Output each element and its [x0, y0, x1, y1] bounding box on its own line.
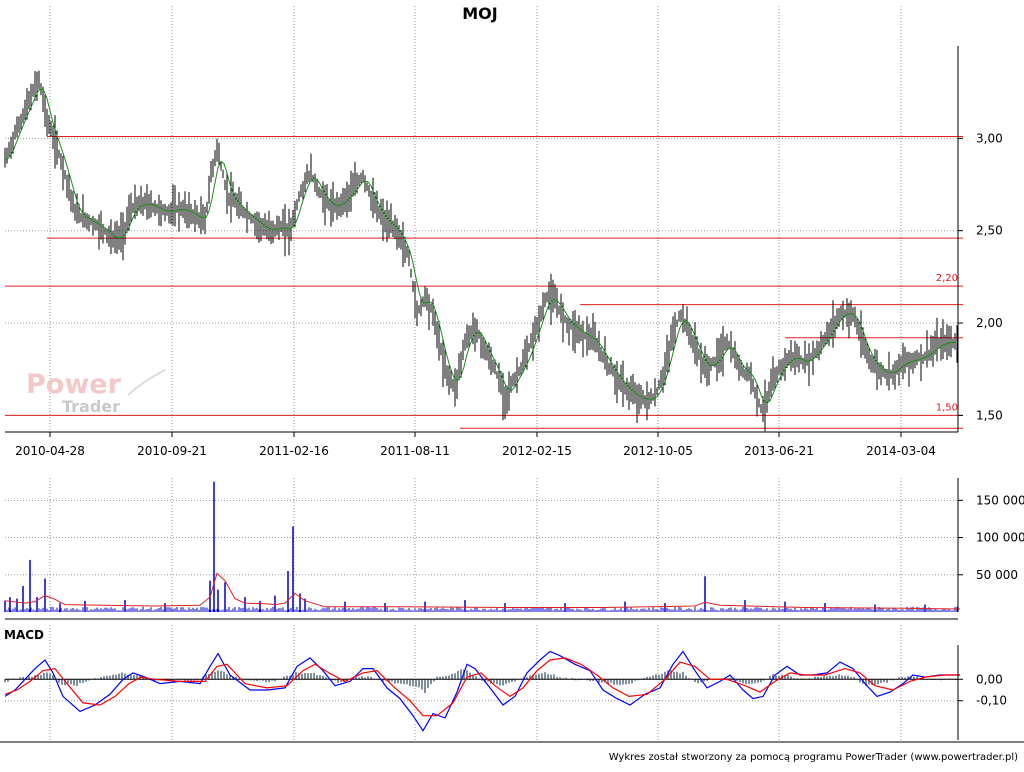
price-y-tick-label: 1,50 [976, 408, 1003, 422]
support-resistance-levels: 2,20 1,50 [5, 135, 963, 429]
x-tick-label: 2012-10-05 [623, 444, 693, 458]
watermark-swoosh-icon [127, 369, 166, 396]
x-tick-label: 2011-02-16 [259, 444, 329, 458]
chart-title: MOJ [462, 4, 497, 23]
macd-panel-title: MACD [4, 628, 44, 642]
signal-line [4, 657, 960, 717]
volume-y-tick-label: 50 000 [976, 568, 1018, 582]
volume-series [4, 481, 961, 612]
level-label: 2,20 [936, 273, 958, 284]
powertrader-watermark: Power Trader [26, 369, 166, 416]
x-tick-label: 2010-09-21 [137, 444, 207, 458]
price-y-tick-label: 2,50 [976, 224, 1003, 238]
volume-y-tick-label: 100 000 [976, 531, 1024, 545]
price-y-tick-label: 3,00 [976, 131, 1003, 145]
x-tick-label: 2010-04-28 [15, 444, 85, 458]
x-tick-label: 2012-02-15 [502, 444, 572, 458]
watermark-line2: Trader [62, 397, 120, 416]
watermark-line1: Power [26, 369, 122, 400]
axes-layer: MOJ MACD Wykres został stworzony za pomo… [0, 4, 1024, 763]
level-label: 1,50 [936, 402, 958, 413]
price-series [4, 70, 958, 432]
volume-y-tick-label: 150 000 [976, 493, 1024, 507]
x-tick-label: 2013-06-21 [744, 444, 814, 458]
moving-average-line [4, 87, 957, 404]
macd-y-tick-label: -0,10 [976, 694, 1007, 708]
price-y-tick-label: 2,00 [976, 316, 1003, 330]
grid-layer [5, 6, 958, 740]
macd-line [4, 650, 960, 732]
macd-y-tick-label: 0,00 [976, 672, 1003, 686]
footer-credit: Wykres został stworzony za pomocą progra… [609, 752, 1018, 763]
x-tick-label: 2014-03-04 [866, 444, 936, 458]
macd-series [4, 650, 960, 732]
volume-average-line [4, 572, 961, 610]
x-tick-label: 2011-08-11 [380, 444, 450, 458]
